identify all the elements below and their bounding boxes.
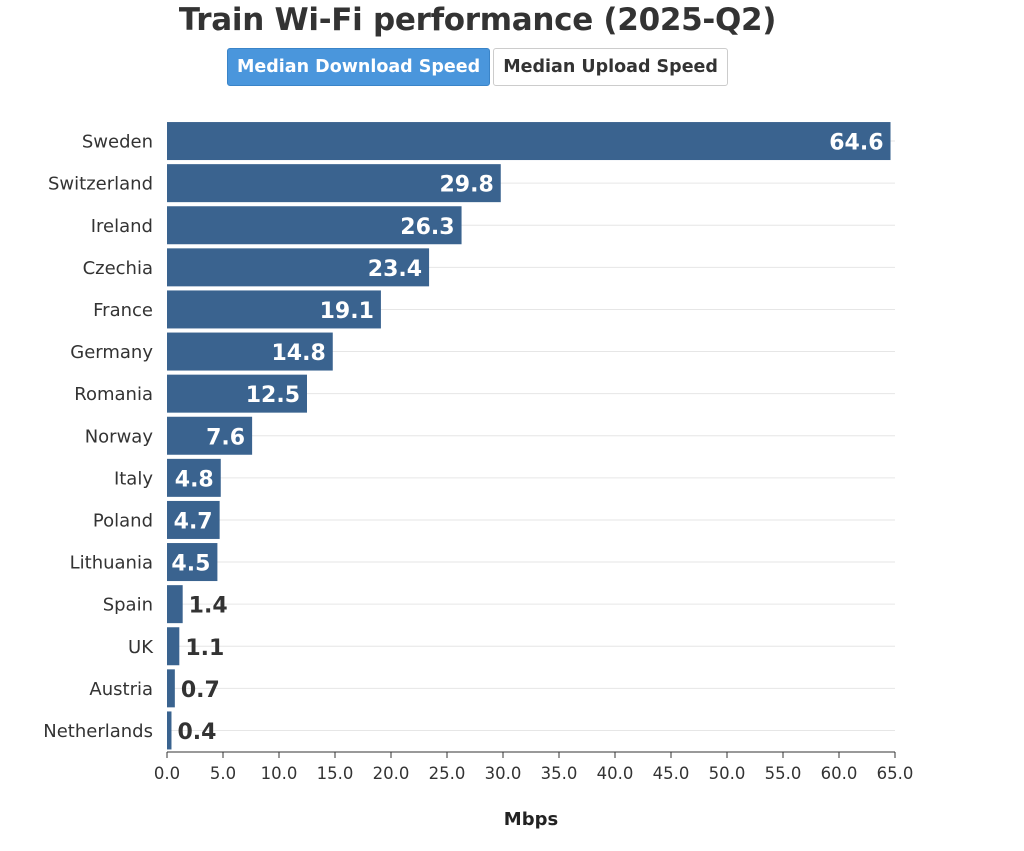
x-tick-label: 15.0 (317, 764, 354, 783)
data-label: 0.4 (177, 720, 216, 745)
x-tick-label: 55.0 (765, 764, 802, 783)
bar (167, 669, 175, 708)
data-label: 4.8 (175, 467, 214, 492)
bar (167, 122, 891, 161)
x-tick-label: 30.0 (485, 764, 522, 783)
x-axis-title: Mbps (504, 809, 558, 830)
category-label: Switzerland (48, 174, 153, 195)
x-tick-label: 35.0 (541, 764, 578, 783)
data-label: 29.8 (439, 173, 493, 198)
category-label: France (93, 300, 153, 321)
x-tick-label: 10.0 (261, 764, 298, 783)
bar (167, 500, 220, 539)
category-label: Lithuania (70, 553, 153, 574)
category-label: Ireland (91, 216, 153, 237)
bar (167, 711, 172, 750)
data-label: 19.1 (320, 299, 374, 324)
x-tick-label: 40.0 (597, 764, 634, 783)
bar (167, 164, 501, 203)
category-label: Germany (70, 342, 153, 363)
data-label: 7.6 (206, 425, 245, 450)
category-label: Netherlands (43, 721, 153, 742)
data-label: 26.3 (400, 215, 454, 240)
bar (167, 248, 430, 287)
median-download-speed-button[interactable]: Median Download Speed (227, 48, 491, 86)
data-label: 0.7 (181, 678, 220, 703)
bar (167, 206, 462, 245)
category-label: UK (128, 637, 154, 658)
bar (167, 627, 180, 666)
bar (167, 543, 218, 582)
data-label: 23.4 (368, 257, 422, 282)
x-tick-label: 0.0 (154, 764, 180, 783)
bar (167, 585, 183, 624)
data-label: 1.1 (185, 636, 224, 661)
category-label: Italy (114, 468, 153, 489)
data-label: 12.5 (246, 383, 300, 408)
data-label: 1.4 (189, 594, 228, 619)
category-label: Austria (89, 679, 153, 700)
x-tick-label: 60.0 (821, 764, 858, 783)
category-labels: Sweden Switzerland Ireland Czechia France Ger… (43, 132, 154, 742)
x-axis-ticks: 0.0 5.0 10.0 15.0 20.0 25.0 30.0 35.0 40.0 45.0 50… (154, 752, 914, 783)
category-label: Norway (85, 426, 154, 447)
bar (167, 458, 221, 497)
category-label: Romania (74, 384, 153, 405)
category-label: Spain (103, 595, 153, 616)
data-label: 14.8 (271, 341, 325, 366)
bar (167, 290, 381, 329)
bar (167, 416, 253, 455)
bar (167, 332, 333, 371)
x-tick-label: 45.0 (653, 764, 690, 783)
bars (167, 122, 891, 750)
x-tick-label: 25.0 (429, 764, 466, 783)
x-tick-label: 5.0 (210, 764, 236, 783)
metric-toggle: Median Download Speed Median Upload Spee… (227, 48, 728, 86)
category-label: Czechia (83, 258, 153, 279)
data-label: 64.6 (829, 131, 883, 156)
data-label: 4.7 (174, 509, 213, 534)
bar (167, 374, 307, 413)
chart-title: Train Wi-Fi performance (2025-Q2) (178, 2, 777, 38)
category-label: Sweden (82, 132, 153, 153)
x-tick-label: 50.0 (709, 764, 746, 783)
x-tick-label: 20.0 (373, 764, 410, 783)
value-labels: 64.6 29.8 26.3 23.4 19.1 14.8 12.57.6 4.8 4.7 4.5… (171, 131, 883, 745)
x-tick-label: 65.0 (877, 764, 914, 783)
category-label: Poland (93, 510, 153, 531)
median-upload-speed-button[interactable]: Median Upload Speed (493, 48, 728, 86)
data-label: 4.5 (171, 552, 210, 577)
